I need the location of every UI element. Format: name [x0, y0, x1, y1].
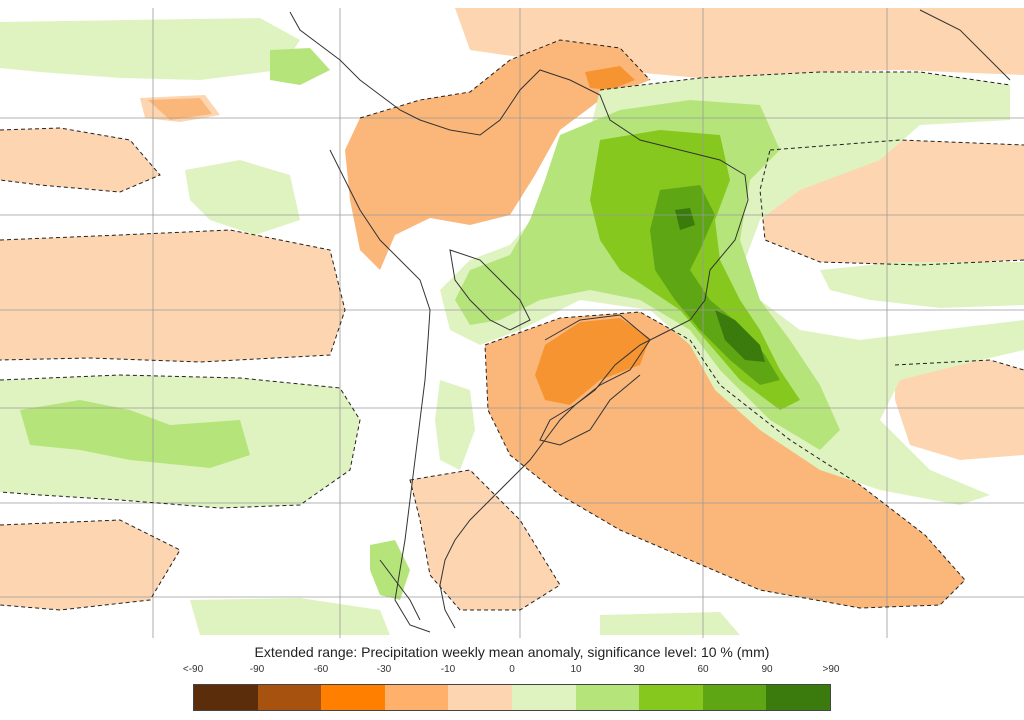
legend-tick-label: <-90: [182, 664, 204, 675]
legend-tick-label: >90: [822, 664, 840, 675]
legend-tick-label: -30: [376, 664, 392, 675]
graticule-grid: [0, 8, 1024, 638]
legend-swatch: [194, 685, 258, 710]
legend-swatch: [321, 685, 385, 710]
legend-tick-label: 60: [697, 664, 709, 675]
legend-color-bar: [193, 684, 831, 711]
negative-anomaly-strong-regions: [535, 66, 650, 405]
positive-anomaly-extreme-regions: [675, 208, 765, 362]
legend-swatch: [511, 685, 576, 710]
legend-tick-label: 0: [509, 664, 515, 675]
legend-swatch: [702, 685, 767, 710]
legend-tick-label: -90: [249, 664, 265, 675]
legend-swatch: [575, 685, 640, 710]
legend-tick-label: -60: [313, 664, 329, 675]
legend-swatch: [639, 685, 703, 710]
legend-swatch: [257, 685, 322, 710]
negative-anomaly-light-regions: [0, 8, 1024, 610]
precipitation-anomaly-map: [0, 8, 1024, 638]
negative-anomaly-moderate-regions: [148, 40, 965, 608]
legend-ticks: <-90 -90 -60 -30 -10 0 10 30 60 90 >90: [0, 664, 1024, 678]
legend-tick-label: -10: [440, 664, 456, 675]
legend-swatch: [766, 685, 830, 710]
legend-tick-label: 90: [761, 664, 773, 675]
legend-swatch: [448, 685, 512, 710]
legend-tick-label: 30: [633, 664, 645, 675]
legend-tick-label: 10: [570, 664, 582, 675]
coastlines: [289, 9, 1011, 633]
legend-swatch: [384, 685, 449, 710]
significance-contours: [0, 39, 1024, 611]
legend-title: Extended range: Precipitation weekly mea…: [254, 644, 770, 660]
